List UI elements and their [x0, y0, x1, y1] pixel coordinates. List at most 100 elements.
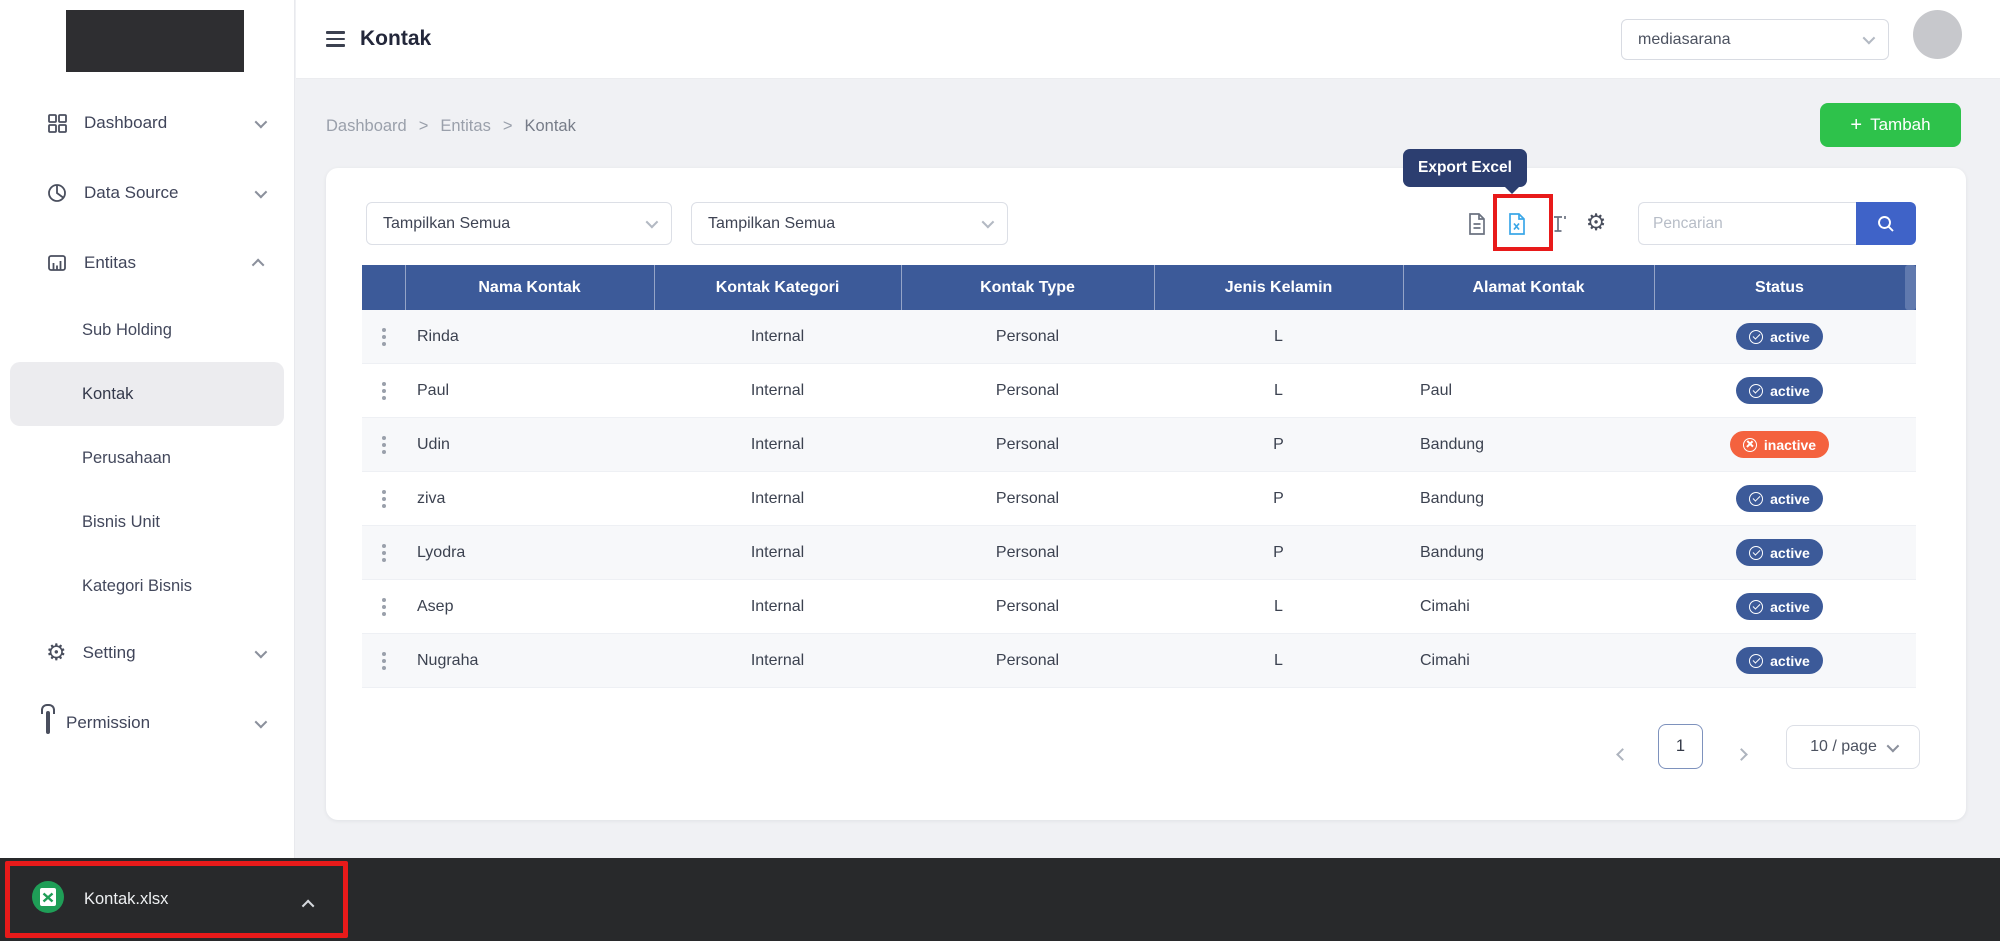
sidebar-nav: Dashboard Data Source Entitas [0, 88, 294, 758]
export-pdf-icon[interactable] [1464, 211, 1490, 237]
sidebar-item-dashboard[interactable]: Dashboard [0, 88, 294, 158]
cell-nama: Nugraha [417, 651, 479, 669]
add-button-label: Tambah [1870, 115, 1931, 134]
cell-nama: Udin [417, 435, 450, 453]
header-cell: Kontak Type [901, 265, 1154, 310]
cell-kategori: Internal [750, 651, 805, 669]
cell-kategori: Internal [750, 489, 805, 507]
status-badge: active [1736, 647, 1823, 674]
sidebar-item-entitas[interactable]: Entitas [0, 228, 294, 298]
download-item[interactable]: Kontak.xlsx [0, 858, 168, 941]
status-badge: active [1736, 323, 1823, 350]
check-circle-icon [1749, 653, 1764, 668]
pagination-next-icon[interactable] [1726, 739, 1756, 769]
breadcrumb: Dashboard > Entitas > Kontak [326, 117, 576, 136]
cell-alamat: Cimahi [1420, 597, 1470, 615]
content-card: Tampilkan Semua Tampilkan Semua [326, 168, 1966, 820]
cell-kelamin: L [1274, 597, 1283, 615]
cell-kategori: Internal [750, 381, 805, 399]
row-menu-icon[interactable] [381, 597, 386, 602]
cell-type: Personal [995, 435, 1060, 453]
cell-nama: Asep [417, 597, 454, 615]
cell-nama: ziva [417, 489, 446, 507]
status-badge: active [1736, 593, 1823, 620]
chevron-up-icon[interactable] [301, 896, 315, 914]
row-menu-icon[interactable] [381, 489, 386, 494]
table-settings-gear-icon[interactable] [1583, 209, 1609, 235]
entity-columns-icon [46, 252, 68, 274]
sidebar-subitem-label: Kategori Bisnis [82, 576, 193, 595]
cell-kelamin: P [1273, 489, 1284, 507]
sidebar-item-permission[interactable]: Permission [0, 688, 294, 758]
check-circle-icon [1749, 383, 1764, 398]
row-menu-icon[interactable] [381, 651, 386, 656]
page-size-value: 10 / page [1810, 738, 1877, 755]
header-cell: Nama Kontak [405, 265, 654, 310]
status-badge: active [1736, 485, 1823, 512]
download-bar: Kontak.xlsx Show all [0, 858, 2000, 941]
search-button[interactable] [1856, 202, 1916, 245]
column-settings-icon[interactable] [1545, 211, 1571, 237]
table-row: Lyodra Internal Personal P Bandung activ… [362, 526, 1916, 580]
sidebar-subitem-label: Kontak [82, 384, 134, 403]
chevron-down-icon [981, 215, 995, 233]
header-cell: Alamat Kontak [1403, 265, 1654, 310]
sidebar-item-bisnis-unit[interactable]: Bisnis Unit [10, 490, 284, 554]
filter-select-1[interactable]: Tampilkan Semua [366, 202, 672, 245]
table-row: Asep Internal Personal L Cimahi active [362, 580, 1916, 634]
pie-chart-icon [46, 182, 68, 204]
sidebar-item-label: Entitas [84, 253, 136, 272]
filter-select-2[interactable]: Tampilkan Semua [691, 202, 1008, 245]
pagination-prev-icon[interactable] [1607, 739, 1637, 769]
cell-alamat: Cimahi [1420, 651, 1470, 669]
table-scrollbar[interactable] [1905, 265, 1916, 310]
sidebar-item-data-source[interactable]: Data Source [0, 158, 294, 228]
chevron-down-icon [254, 643, 268, 663]
cell-kelamin: P [1273, 543, 1284, 561]
row-menu-icon[interactable] [381, 435, 386, 440]
pagination-page-1[interactable]: 1 [1658, 724, 1703, 769]
row-menu-icon[interactable] [381, 327, 386, 332]
chevron-down-icon [645, 215, 659, 233]
table-row: Paul Internal Personal L Paul active [362, 364, 1916, 418]
row-menu-icon[interactable] [381, 543, 386, 548]
sidebar-subitem-label: Perusahaan [82, 448, 171, 467]
cell-kategori: Internal [750, 543, 805, 561]
user-avatar[interactable] [1913, 10, 1962, 59]
cell-kategori: Internal [750, 435, 805, 453]
status-badge: active [1736, 377, 1823, 404]
export-excel-icon[interactable] [1504, 211, 1530, 237]
cell-type: Personal [995, 597, 1060, 615]
breadcrumb-entitas[interactable]: Entitas [440, 117, 491, 135]
status-badge: active [1736, 539, 1823, 566]
add-button[interactable]: + Tambah [1820, 103, 1961, 147]
sidebar-item-kontak[interactable]: Kontak [10, 362, 284, 426]
dashboard-grid-icon [46, 112, 68, 134]
sidebar-item-setting[interactable]: Setting [0, 618, 294, 688]
sidebar-item-label: Setting [82, 643, 136, 662]
table-row: Udin Internal Personal P Bandung inactiv… [362, 418, 1916, 472]
cell-type: Personal [995, 651, 1060, 669]
breadcrumb-separator: > [502, 117, 513, 135]
sidebar-item-perusahaan[interactable]: Perusahaan [10, 426, 284, 490]
organization-select-value: mediasarana [1638, 30, 1731, 48]
header-cell-menu [362, 265, 405, 310]
menu-toggle-icon[interactable] [326, 31, 345, 47]
organization-select[interactable]: mediasarana [1621, 19, 1889, 60]
chevron-down-icon [254, 183, 268, 203]
sidebar-item-label: Data Source [84, 183, 179, 202]
check-circle-icon [1749, 545, 1764, 560]
breadcrumb-dashboard[interactable]: Dashboard [326, 117, 407, 135]
sidebar-item-sub-holding[interactable]: Sub Holding [10, 298, 284, 362]
sidebar-item-kategori-bisnis[interactable]: Kategori Bisnis [10, 554, 284, 618]
cell-alamat: Bandung [1420, 543, 1485, 561]
status-badge: inactive [1729, 431, 1830, 458]
cell-type: Personal [995, 543, 1060, 561]
page-size-select[interactable]: 10 / page [1786, 725, 1920, 769]
chevron-down-icon [1862, 31, 1876, 49]
cell-type: Personal [995, 489, 1060, 507]
search-input[interactable] [1638, 202, 1856, 245]
chevron-down-icon [254, 113, 268, 133]
breadcrumb-kontak[interactable]: Kontak [524, 117, 576, 135]
row-menu-icon[interactable] [381, 381, 386, 386]
